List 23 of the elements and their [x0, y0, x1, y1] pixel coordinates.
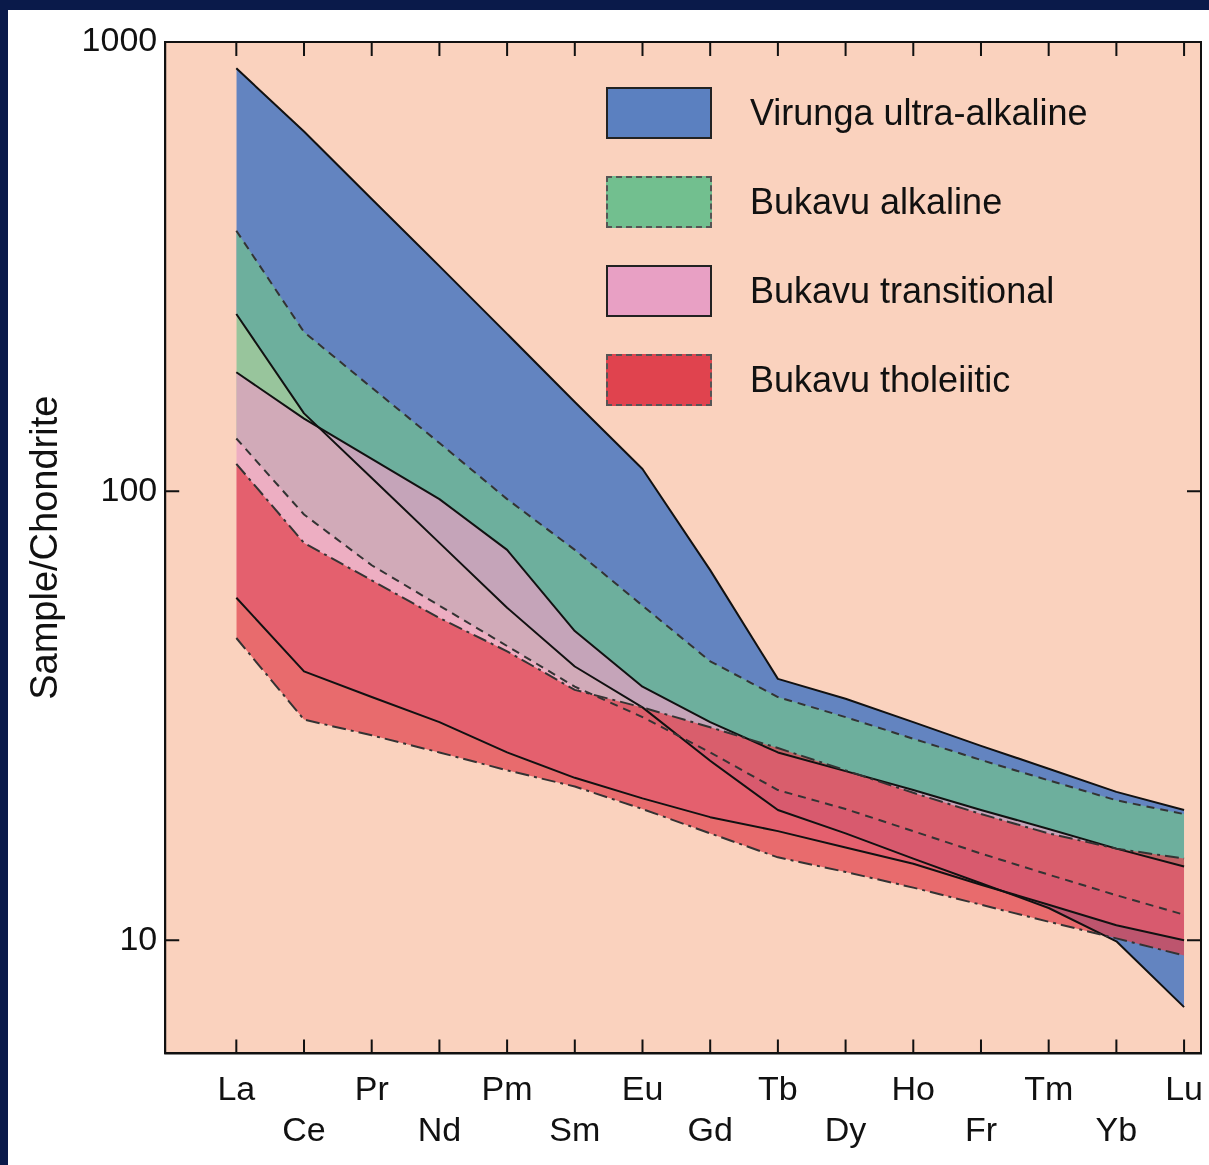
legend-label: Virunga ultra-alkaline: [750, 91, 1088, 134]
x-tick-label: La: [217, 1069, 256, 1108]
legend-label: Bukavu alkaline: [750, 180, 1003, 223]
x-tick-label: Dy: [824, 1109, 867, 1148]
x-tick-label: Tb: [758, 1069, 798, 1108]
x-tick-label: Pr: [354, 1069, 389, 1108]
legend-label: Bukavu transitional: [750, 269, 1055, 312]
legend-label: Bukavu tholeiitic: [750, 358, 1011, 401]
y-tick-label: 100: [100, 469, 158, 508]
x-tick-label: Sm: [549, 1109, 601, 1148]
x-tick-label: Eu: [621, 1069, 664, 1108]
y-tick-label: 1000: [81, 20, 158, 59]
x-tick-label: Yb: [1095, 1109, 1138, 1148]
x-tick-label: Gd: [687, 1109, 733, 1148]
x-tick-label: Fr: [964, 1109, 998, 1148]
x-tick-label: Pm: [481, 1069, 533, 1108]
x-tick-label: Lu: [1165, 1069, 1203, 1108]
x-tick-label: Ho: [891, 1069, 936, 1108]
y-tick-label: 10: [119, 918, 158, 957]
x-tick-label: Tm: [1024, 1069, 1074, 1108]
x-tick-label: Nd: [417, 1109, 462, 1148]
y-axis-title: Sample/Chondrite: [23, 395, 66, 700]
x-tick-label: Ce: [282, 1109, 326, 1148]
